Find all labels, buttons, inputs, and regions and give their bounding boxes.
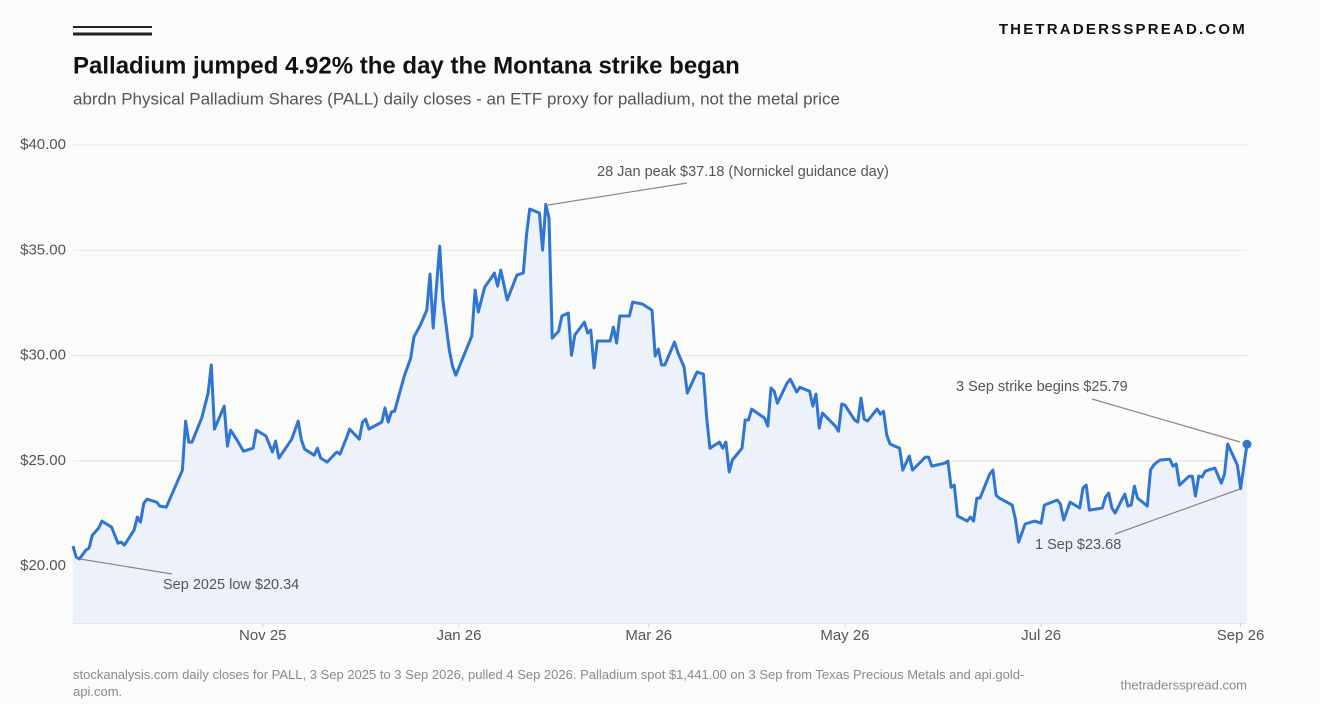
- chart-title: Palladium jumped 4.92% the day the Monta…: [73, 52, 740, 79]
- brand: THETRADERSSPREAD.COM: [999, 21, 1247, 38]
- annotation: Sep 2025 low $20.34: [163, 577, 299, 593]
- source-note: stockanalysis.com daily closes for PALL,…: [73, 667, 1025, 699]
- annotation: 3 Sep strike begins $25.79: [956, 379, 1128, 395]
- x-tick-label: Mar 26: [625, 627, 672, 644]
- y-tick-label: $35.00: [20, 241, 66, 258]
- y-tick-label: $20.00: [20, 557, 66, 574]
- footer-brand: thetradersspread.com: [1121, 677, 1247, 692]
- end-point: [1242, 439, 1252, 449]
- y-tick-label: $25.00: [20, 452, 66, 469]
- line: [71, 202, 1249, 561]
- annotation: 1 Sep $23.68: [1035, 537, 1121, 553]
- area: [73, 204, 1247, 623]
- annotation-leader: [1114, 488, 1241, 535]
- x-tick-label: Jul 26: [1021, 627, 1061, 644]
- y-tick-label: $40.00: [20, 136, 66, 153]
- x-tick-label: Nov 25: [239, 627, 287, 644]
- annotation-leader: [79, 558, 173, 575]
- x-tick-label: Jan 26: [436, 627, 481, 644]
- annotation-leader: [1091, 398, 1241, 443]
- x-tick-label: Sep 26: [1217, 627, 1265, 644]
- annotation-leader: [547, 182, 688, 206]
- y-tick-label: $30.00: [20, 347, 66, 364]
- chart-subtitle: abrdn Physical Palladium Shares (PALL) d…: [73, 89, 840, 108]
- x-tick-label: May 26: [820, 627, 869, 644]
- annotation: 28 Jan peak $37.18 (Nornickel guidance d…: [597, 164, 889, 180]
